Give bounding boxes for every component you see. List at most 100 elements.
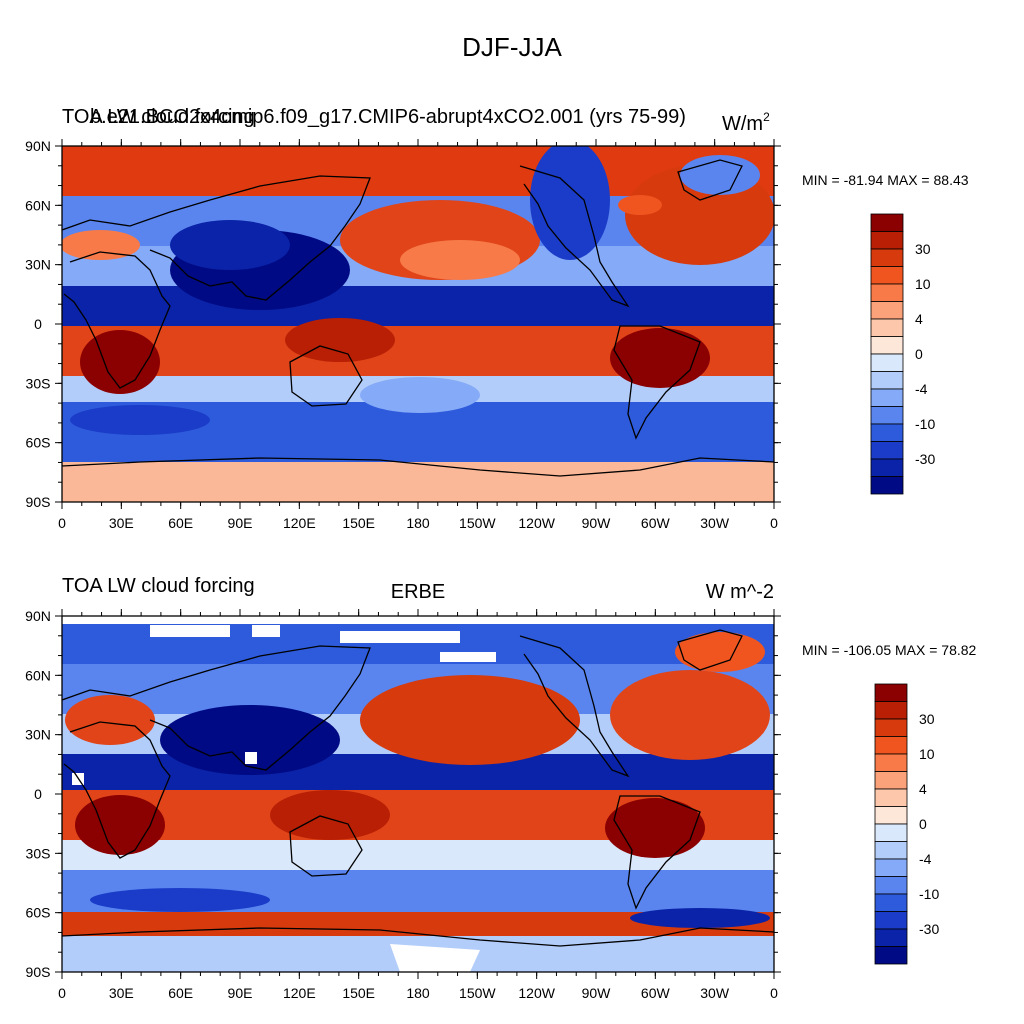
panel2-units: W m^-2 xyxy=(706,581,774,603)
p2-maritime-max xyxy=(270,790,390,840)
p2-coast-eurasia xyxy=(62,645,371,771)
p2-colorbar-label: -10 xyxy=(919,886,939,902)
panel-model: TOA LW cloud forcing b.e21.BCO2x4cmip6.f… xyxy=(25,106,969,531)
p2-colorbar-swatch xyxy=(874,771,908,790)
p1-xtick-label: 180 xyxy=(406,515,430,531)
panel2-minmax: MIN = -106.05 MAX = 78.82 xyxy=(802,642,977,658)
p2-xtick-label: 120W xyxy=(518,985,555,1001)
p2-colorbar-label: 0 xyxy=(919,816,927,832)
p1-africa-max xyxy=(80,330,160,394)
p2-colorbar-swatch xyxy=(874,718,908,737)
p2-coast-namerica xyxy=(519,635,630,778)
panel1-left-title: TOA LW cloud forcing xyxy=(62,106,255,128)
p1-samerica-max xyxy=(610,328,710,388)
panel2-y-axis: 90N 60N 30N 0 30S 60S 90S xyxy=(25,608,781,980)
p2-nodata-1 xyxy=(150,625,230,637)
p1-colorbar-swatch xyxy=(870,406,904,425)
main-title: DJF-JJA xyxy=(462,32,562,62)
p1-coast-namerica xyxy=(519,165,630,308)
p1-colorbar-label: -4 xyxy=(915,381,928,397)
p1-ytick-label: 30S xyxy=(26,375,51,391)
p1-band-itcz xyxy=(62,286,774,326)
p2-colorbar-swatch xyxy=(874,683,908,702)
p1-xtick-label: 90E xyxy=(228,515,253,531)
p2-ytick-label: 90N xyxy=(25,608,51,624)
p2-ytick-label: 60N xyxy=(25,667,51,683)
p2-colorbar-swatch xyxy=(874,946,908,965)
p1-colorbar-swatch xyxy=(870,231,904,250)
panel2-x-axis: 0 30E 60E 90E 120E 150E 180 150W 120W 90W 60W 30W 0 xyxy=(58,609,778,1001)
p1-colorbar-swatch xyxy=(870,318,904,337)
p2-xtick-label: 120E xyxy=(283,985,316,1001)
p2-greenland-red xyxy=(675,632,765,672)
p2-colorbar-swatch xyxy=(874,928,908,947)
panel1-colorbar: 30 10 4 0 -4 -10 -30 xyxy=(870,213,935,495)
p1-southern-dark xyxy=(70,405,210,435)
p2-colorbar-label: 30 xyxy=(919,711,935,727)
p2-asia-low xyxy=(160,705,340,775)
p1-greenland xyxy=(680,155,760,195)
p2-xtick-label: 60W xyxy=(641,985,671,1001)
p1-colorbar-swatch xyxy=(870,301,904,320)
p1-colorbar-label: 10 xyxy=(915,276,931,292)
p1-xtick-label: 150W xyxy=(459,515,496,531)
p2-colorbar-swatch xyxy=(874,788,908,807)
p2-africa-max xyxy=(75,795,165,855)
p1-colorbar-swatch xyxy=(870,388,904,407)
p2-coast-greenland xyxy=(677,629,743,671)
panel-obs: TOA LW cloud forcing ERBE W m^-2 MIN = -… xyxy=(25,575,976,1001)
p2-southern-dark-east xyxy=(630,908,770,928)
p2-xtick-label: 150W xyxy=(459,985,496,1001)
panel1-minmax: MIN = -81.94 MAX = 88.43 xyxy=(802,172,969,188)
p2-colorbar-label: -30 xyxy=(919,921,939,937)
p2-xtick-label: 30W xyxy=(700,985,730,1001)
p2-xtick-label: 150E xyxy=(342,985,375,1001)
p2-colorbar-swatch xyxy=(874,893,908,912)
p1-colorbar-swatch xyxy=(870,283,904,302)
p2-colorbar-swatch xyxy=(874,858,908,877)
p2-colorbar-swatch xyxy=(874,823,908,842)
panel2-left-title: TOA LW cloud forcing xyxy=(62,575,255,597)
p2-xtick-label: 0 xyxy=(58,985,66,1001)
p1-mediterranean xyxy=(62,230,140,260)
p2-npac-high xyxy=(360,675,580,765)
p1-maritime-max xyxy=(285,318,395,362)
p1-coast-africa xyxy=(63,251,171,389)
p2-xtick-label: 0 xyxy=(770,985,778,1001)
p1-coast-samerica xyxy=(613,325,701,440)
p2-colorbar-label: 10 xyxy=(919,746,935,762)
p1-colorbar-swatch xyxy=(870,353,904,372)
p1-xtick-label: 150E xyxy=(342,515,375,531)
p1-ytick-label: 60N xyxy=(25,197,51,213)
p2-ytick-label: 30N xyxy=(25,727,51,743)
p2-nodata-3 xyxy=(340,631,460,643)
p2-colorbar-swatch xyxy=(874,876,908,895)
p1-xtick-label: 120E xyxy=(283,515,316,531)
p2-coast-samerica xyxy=(613,795,701,910)
p2-colorbar-swatch xyxy=(874,701,908,720)
p2-nodata-5 xyxy=(245,752,257,764)
p1-colorbar-label: 4 xyxy=(915,311,923,327)
panel1-units: W/m2 xyxy=(722,110,770,135)
p1-coast-australia xyxy=(289,345,363,407)
p1-colorbar-swatch xyxy=(870,248,904,267)
panel2-center-title: ERBE xyxy=(391,581,445,603)
p1-spac-light xyxy=(360,377,480,413)
p1-npac-edge xyxy=(400,240,520,280)
p1-xtick-label: 30W xyxy=(700,515,730,531)
p1-ytick-label: 60S xyxy=(26,435,51,451)
panel2-colorbar: 30 10 4 0 -4 -10 -30 xyxy=(874,683,939,965)
panel1-coastlines xyxy=(62,159,774,477)
p1-ytick-label: 30N xyxy=(25,257,51,273)
p1-colorbar-swatch xyxy=(870,476,904,495)
p1-colorbar-swatch xyxy=(870,213,904,232)
p1-xtick-label: 90W xyxy=(582,515,612,531)
p2-ytick-label: 0 xyxy=(34,786,42,802)
p1-colorbar-label: -10 xyxy=(915,416,935,432)
p2-samerica-max xyxy=(605,798,705,858)
p2-colorbar-swatch xyxy=(874,911,908,930)
p2-colorbar-swatch xyxy=(874,841,908,860)
p2-colorbar-swatch xyxy=(874,806,908,825)
p1-ytick-label: 90S xyxy=(26,494,51,510)
